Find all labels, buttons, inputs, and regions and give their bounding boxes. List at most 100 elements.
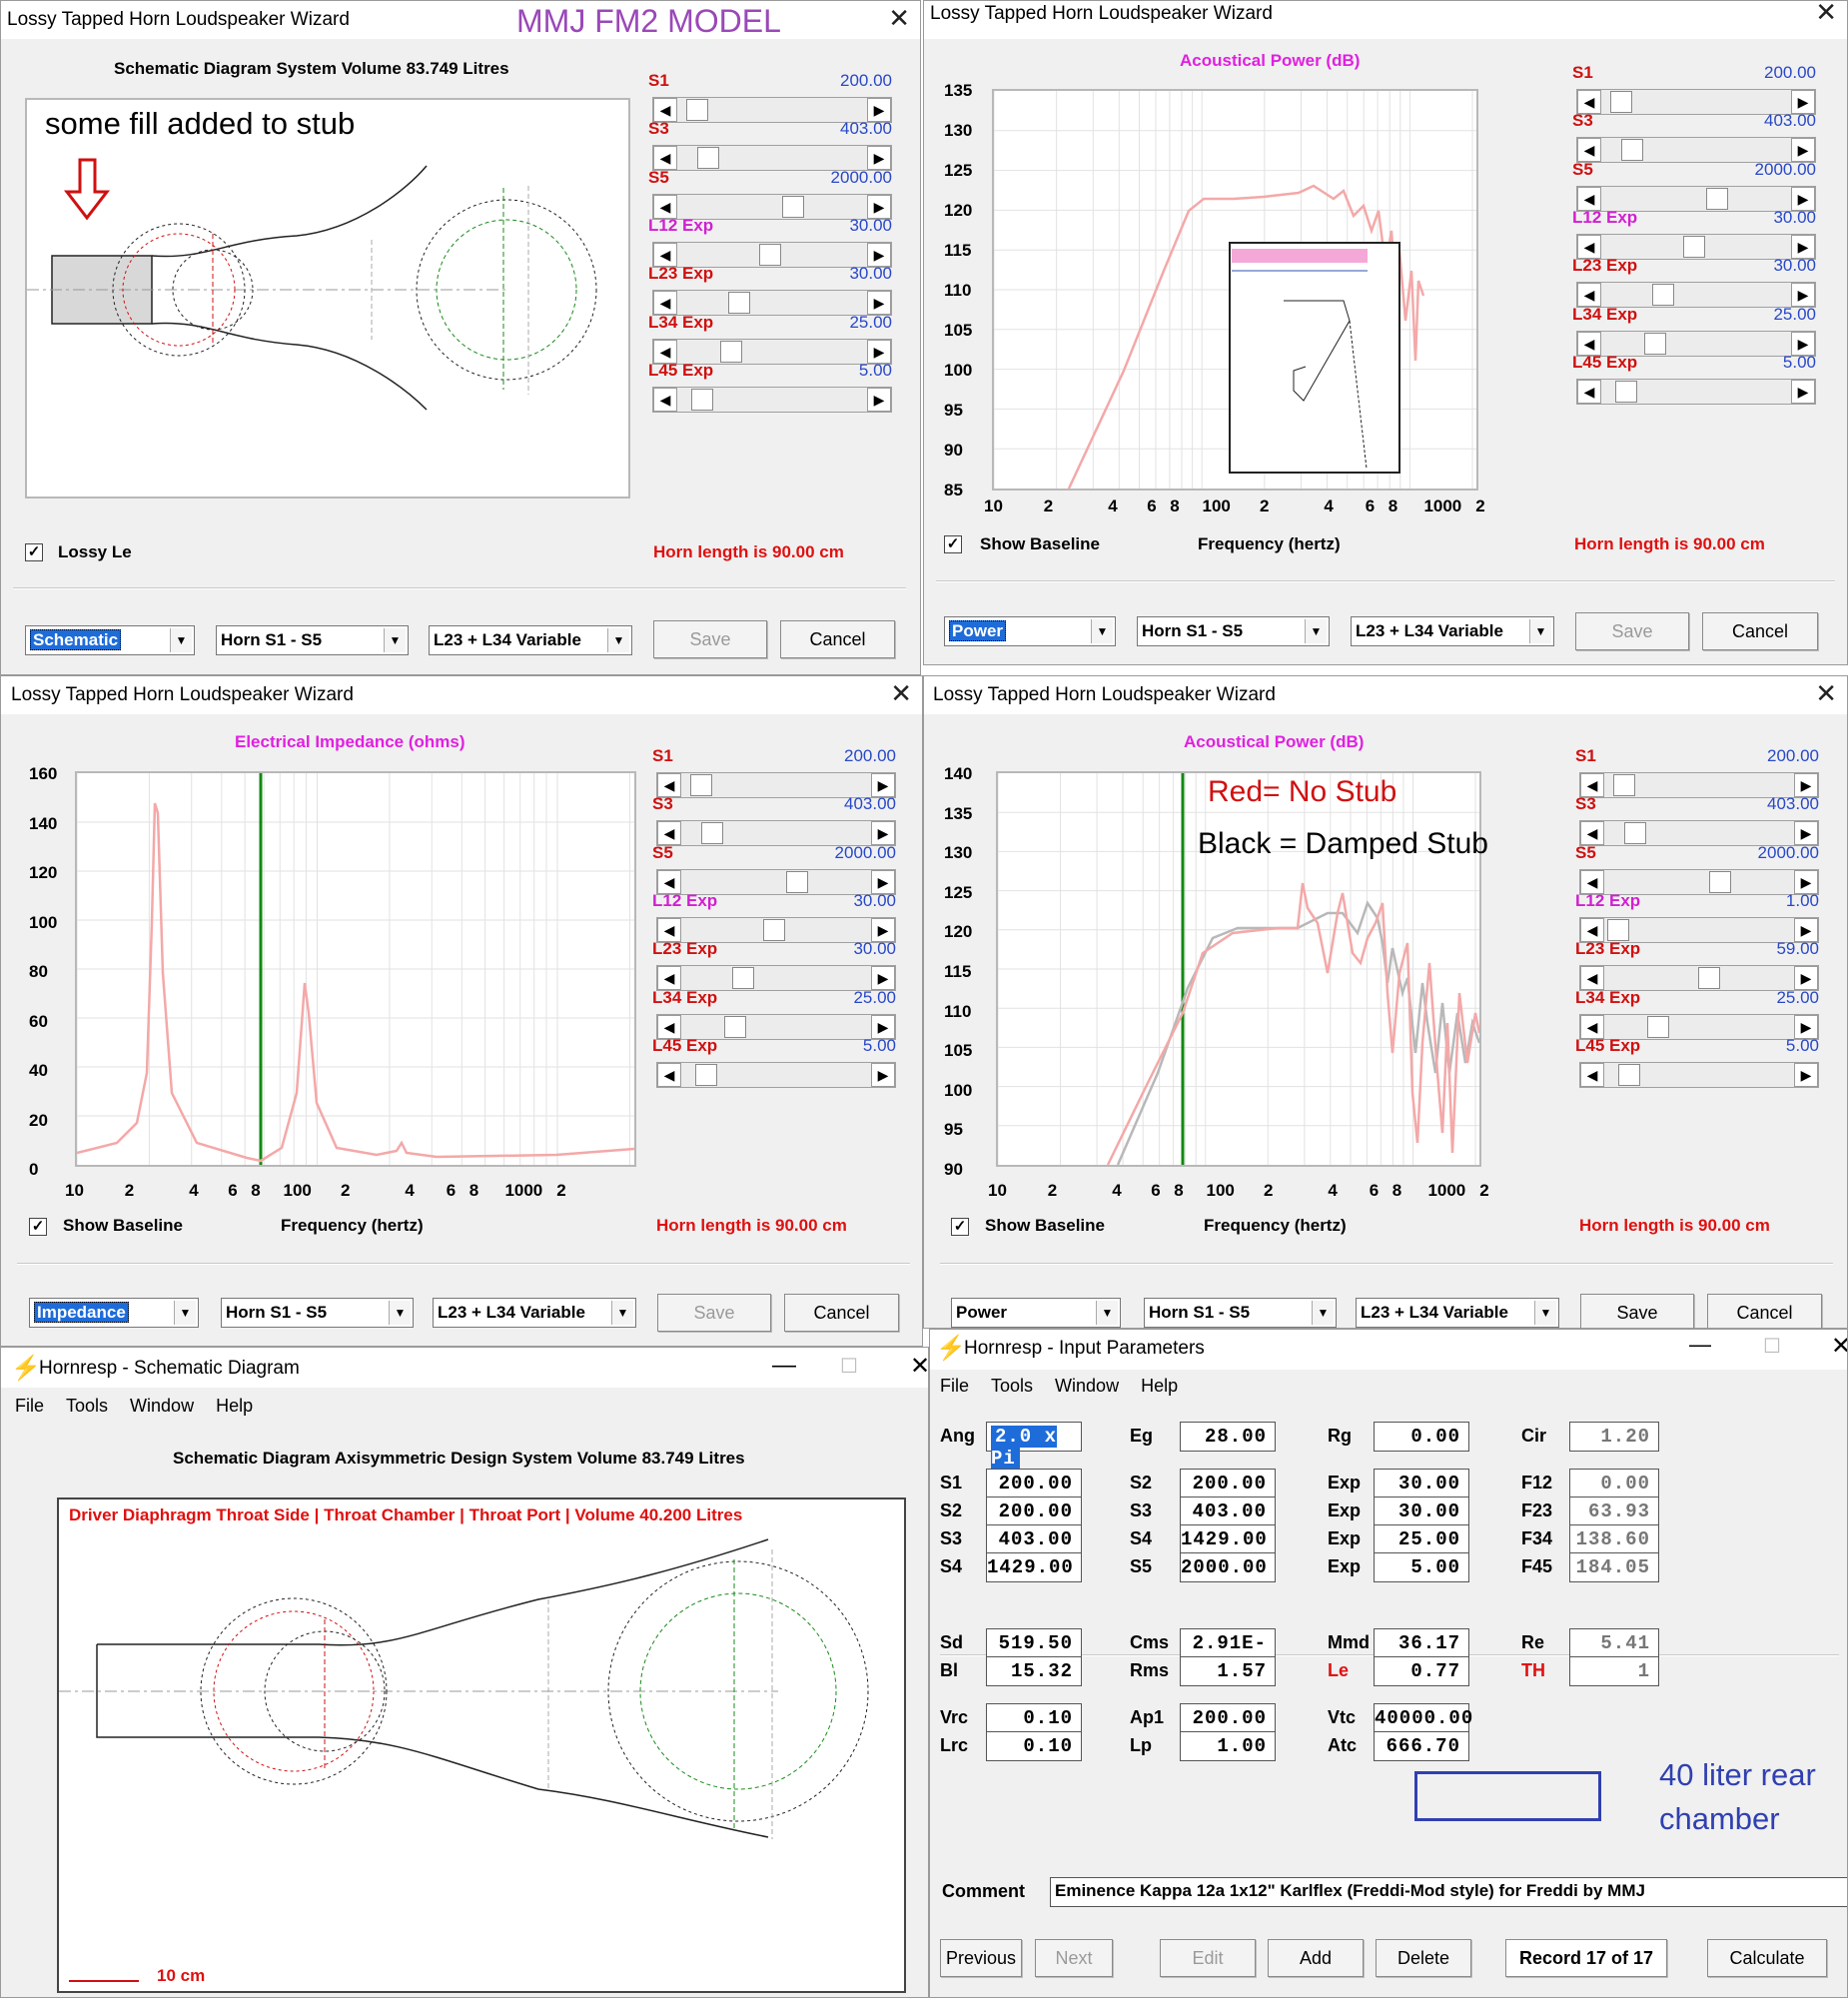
lossy-le-checkbox[interactable]: ✓	[25, 543, 43, 561]
exp4-field[interactable]: 5.00	[1374, 1552, 1469, 1582]
vtc-field[interactable]: 40000.00	[1374, 1703, 1472, 1733]
slider-thumb[interactable]	[786, 870, 809, 893]
slider-track[interactable]: ◀ ▶	[1579, 868, 1819, 895]
horn-select[interactable]: Horn S1 - S5 ▼	[1137, 616, 1330, 646]
slider-thumb[interactable]	[1652, 284, 1674, 307]
menu-help[interactable]: Help	[216, 1396, 254, 1416]
slider-track[interactable]: ◀ ▶	[1576, 185, 1816, 212]
chevron-left-icon[interactable]: ◀	[657, 1062, 681, 1087]
cancel-button[interactable]: Cancel	[784, 1294, 899, 1332]
slider-thumb[interactable]	[1646, 1015, 1669, 1038]
slider-thumb[interactable]	[689, 774, 712, 796]
chevron-right-icon[interactable]: ▶	[871, 773, 895, 797]
chevron-left-icon[interactable]: ◀	[653, 98, 677, 122]
delete-button[interactable]: Delete	[1376, 1939, 1471, 1977]
s3-field[interactable]: 403.00	[1180, 1497, 1276, 1526]
slider-track[interactable]: ◀ ▶	[652, 241, 892, 268]
close-icon[interactable]: ✕	[890, 678, 912, 708]
save-button[interactable]: Save	[1575, 612, 1689, 650]
chevron-left-icon[interactable]: ◀	[657, 917, 681, 942]
slider-track[interactable]: ◀ ▶	[652, 193, 892, 220]
chevron-left-icon[interactable]: ◀	[653, 146, 677, 171]
exp2-field[interactable]: 30.00	[1374, 1497, 1469, 1526]
chevron-right-icon[interactable]: ▶	[1794, 966, 1818, 991]
chevron-right-icon[interactable]: ▶	[1791, 234, 1815, 259]
chevron-left-icon[interactable]: ◀	[1577, 234, 1601, 259]
variable-select[interactable]: L23 + L34 Variable ▼	[433, 1298, 636, 1328]
slider-thumb[interactable]	[1607, 918, 1630, 941]
chevron-right-icon[interactable]: ▶	[871, 1062, 895, 1087]
slider-track[interactable]: ◀ ▶	[656, 868, 896, 895]
previous-button[interactable]: Previous	[940, 1939, 1022, 1977]
slider-track[interactable]: ◀ ▶	[656, 820, 896, 847]
slider-track[interactable]: ◀ ▶	[1579, 820, 1819, 847]
cancel-button[interactable]: Cancel	[780, 620, 895, 658]
chevron-right-icon[interactable]: ▶	[1794, 821, 1818, 846]
rms-field[interactable]: 1.57	[1180, 1656, 1276, 1686]
view-select[interactable]: Schematic ▼	[25, 625, 195, 655]
chevron-right-icon[interactable]: ▶	[867, 291, 891, 316]
slider-thumb[interactable]	[1697, 967, 1720, 990]
s2b-field[interactable]: 200.00	[986, 1497, 1082, 1526]
slider-track[interactable]: ◀ ▶	[656, 1061, 896, 1088]
f23-field[interactable]: 63.93	[1569, 1497, 1659, 1526]
chevron-right-icon[interactable]: ▶	[1794, 917, 1818, 942]
chevron-left-icon[interactable]: ◀	[1580, 917, 1604, 942]
menu-file[interactable]: File	[940, 1376, 970, 1396]
show-baseline-checkbox[interactable]: ✓	[944, 535, 962, 553]
eg-field[interactable]: 28.00	[1180, 1422, 1276, 1452]
chevron-left-icon[interactable]: ◀	[1580, 1014, 1604, 1039]
slider-thumb[interactable]	[1612, 774, 1635, 796]
slider-track[interactable]: ◀ ▶	[656, 1013, 896, 1040]
slider-thumb[interactable]	[758, 243, 781, 266]
minimize-icon[interactable]: —	[772, 1352, 796, 1379]
next-button[interactable]: Next	[1035, 1939, 1113, 1977]
show-baseline-checkbox[interactable]: ✓	[29, 1218, 47, 1236]
chevron-left-icon[interactable]: ◀	[653, 194, 677, 219]
exp1-field[interactable]: 30.00	[1374, 1469, 1469, 1498]
f45-field[interactable]: 184.05	[1569, 1552, 1659, 1582]
chevron-right-icon[interactable]: ▶	[867, 146, 891, 171]
edit-button[interactable]: Edit	[1160, 1939, 1256, 1977]
slider-thumb[interactable]	[1614, 380, 1637, 403]
variable-select[interactable]: L23 + L34 Variable ▼	[1351, 616, 1554, 646]
save-button[interactable]: Save	[1580, 1294, 1694, 1328]
chevron-left-icon[interactable]: ◀	[657, 821, 681, 846]
slider-track[interactable]: ◀ ▶	[1576, 89, 1816, 115]
atc-field[interactable]: 666.70	[1374, 1731, 1469, 1761]
slider-track[interactable]: ◀ ▶	[1576, 378, 1816, 405]
rg-field[interactable]: 0.00	[1374, 1422, 1469, 1452]
lrc-field[interactable]: 0.10	[986, 1731, 1082, 1761]
re-field[interactable]: 5.41	[1569, 1628, 1659, 1658]
variable-select[interactable]: L23 + L34 Variable ▼	[429, 625, 632, 655]
s1-field[interactable]: 200.00	[986, 1469, 1082, 1498]
cms-field[interactable]: 2.91E-04	[1180, 1628, 1276, 1676]
comment-field[interactable]: Eminence Kappa 12a 1x12" Karlflex (Fredd…	[1050, 1877, 1847, 1907]
slider-thumb[interactable]	[782, 195, 805, 218]
chevron-left-icon[interactable]: ◀	[1580, 773, 1604, 797]
chevron-right-icon[interactable]: ▶	[1794, 773, 1818, 797]
chevron-left-icon[interactable]: ◀	[653, 339, 677, 364]
slider-track[interactable]: ◀ ▶	[652, 386, 892, 413]
lp-field[interactable]: 1.00	[1180, 1731, 1276, 1761]
chevron-right-icon[interactable]: ▶	[871, 917, 895, 942]
chevron-right-icon[interactable]: ▶	[1794, 1014, 1818, 1039]
slider-thumb[interactable]	[723, 1015, 746, 1038]
close-icon[interactable]: ✕	[1815, 0, 1837, 27]
slider-thumb[interactable]	[728, 292, 750, 315]
chevron-right-icon[interactable]: ▶	[867, 387, 891, 412]
menu-tools[interactable]: Tools	[991, 1376, 1034, 1396]
mmd-field[interactable]: 36.17	[1374, 1628, 1469, 1658]
close-icon[interactable]: ✕	[888, 3, 910, 33]
slider-thumb[interactable]	[719, 340, 742, 363]
slider-track[interactable]: ◀ ▶	[656, 772, 896, 798]
slider-thumb[interactable]	[1643, 332, 1666, 355]
f34-field[interactable]: 138.60	[1569, 1524, 1659, 1554]
slider-track[interactable]: ◀ ▶	[1576, 137, 1816, 164]
chevron-right-icon[interactable]: ▶	[1791, 331, 1815, 356]
chevron-left-icon[interactable]: ◀	[1577, 283, 1601, 308]
view-select[interactable]: Impedance ▼	[29, 1298, 199, 1328]
chevron-left-icon[interactable]: ◀	[657, 773, 681, 797]
view-select[interactable]: Power ▼	[951, 1298, 1121, 1328]
slider-thumb[interactable]	[1624, 822, 1647, 845]
